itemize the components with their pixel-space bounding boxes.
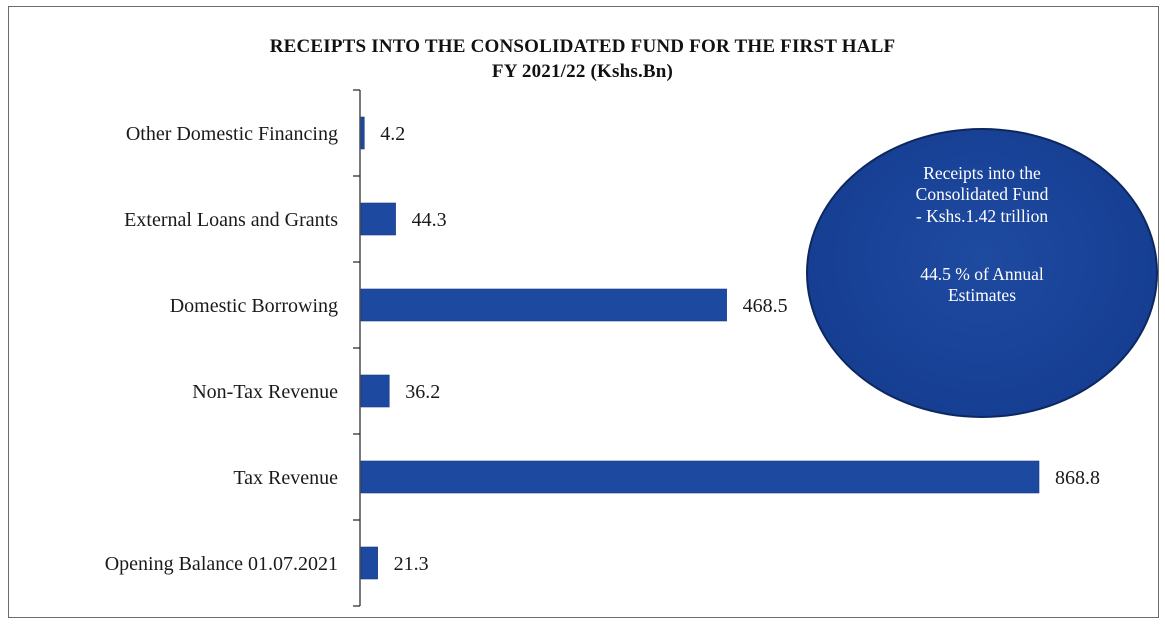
chart-subtitle: FY 2021/22 (Kshs.Bn) [491, 61, 674, 82]
category-label: Domestic Borrowing [170, 295, 338, 317]
value-label: 21.3 [394, 553, 429, 575]
value-label: 36.2 [405, 381, 440, 403]
category-label: External Loans and Grants [124, 209, 338, 231]
summary-callout: Receipts into the Consolidated Fund - Ks… [806, 128, 1158, 418]
bar [360, 202, 396, 236]
callout-line-3: - Kshs.1.42 trillion [915, 206, 1049, 226]
category-label: Other Domestic Financing [126, 123, 338, 145]
bar [360, 116, 365, 150]
chart-title-block: RECEIPTS INTO THE CONSOLIDATED FUND FOR … [0, 34, 1165, 84]
category-label: Tax Revenue [233, 467, 338, 489]
chart-title: RECEIPTS INTO THE CONSOLIDATED FUND FOR … [269, 36, 896, 57]
value-label: 4.2 [380, 123, 405, 145]
category-label: Opening Balance 01.07.2021 [105, 553, 338, 575]
callout-line-1: Receipts into the [923, 163, 1041, 183]
bar [360, 460, 1040, 494]
bar [360, 288, 727, 322]
value-label: 44.3 [412, 209, 447, 231]
bar [360, 546, 378, 580]
value-label: 868.8 [1055, 467, 1100, 489]
callout-line-5: Estimates [947, 285, 1017, 305]
bar [360, 374, 390, 408]
value-label: 468.5 [743, 295, 788, 317]
category-label: Non-Tax Revenue [192, 381, 338, 403]
callout-line-4: 44.5 % of Annual [920, 264, 1044, 284]
callout-line-2: Consolidated Fund [915, 184, 1049, 204]
